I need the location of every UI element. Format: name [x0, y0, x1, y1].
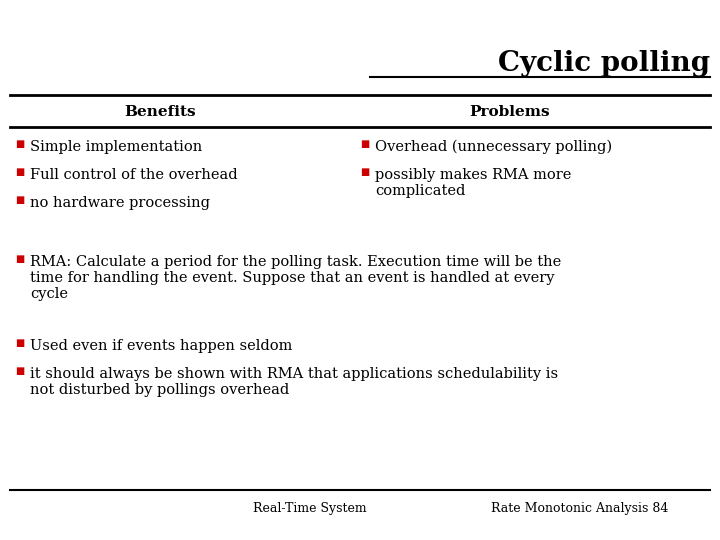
Text: ■: ■ [15, 255, 24, 264]
Text: ■: ■ [15, 168, 24, 177]
Text: Rate Monotonic Analysis 84: Rate Monotonic Analysis 84 [491, 502, 669, 515]
Text: ■: ■ [15, 140, 24, 149]
Text: Full control of the overhead: Full control of the overhead [30, 168, 238, 182]
Text: ■: ■ [360, 168, 369, 177]
Text: Simple implementation: Simple implementation [30, 140, 202, 154]
Text: RMA: Calculate a period for the polling task. Execution time will be the
time fo: RMA: Calculate a period for the polling … [30, 255, 562, 301]
Text: ■: ■ [15, 196, 24, 205]
Text: ■: ■ [360, 140, 369, 149]
Text: it should always be shown with RMA that applications schedulability is
not distu: it should always be shown with RMA that … [30, 367, 558, 397]
Text: Benefits: Benefits [124, 105, 196, 119]
Text: Used even if events happen seldom: Used even if events happen seldom [30, 339, 292, 353]
Text: possibly makes RMA more
complicated: possibly makes RMA more complicated [375, 168, 572, 198]
Text: no hardware processing: no hardware processing [30, 196, 210, 210]
Text: Overhead (unnecessary polling): Overhead (unnecessary polling) [375, 140, 612, 154]
Text: Problems: Problems [469, 105, 550, 119]
Text: ■: ■ [15, 367, 24, 376]
Text: Cyclic polling: Cyclic polling [498, 50, 710, 77]
Text: ■: ■ [15, 339, 24, 348]
Text: Real-Time System: Real-Time System [253, 502, 366, 515]
